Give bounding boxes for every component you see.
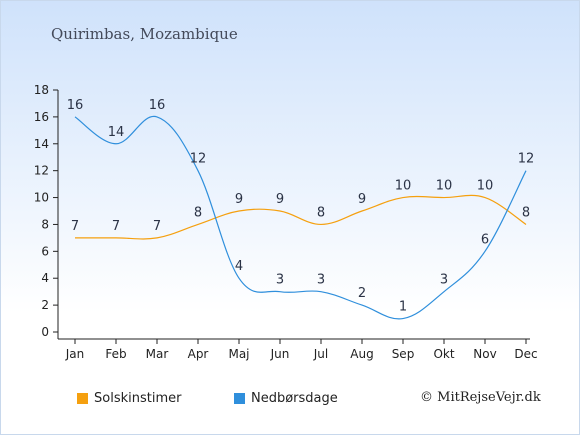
data-label-0: 8	[317, 205, 325, 220]
legend-swatch-sun	[77, 393, 88, 404]
data-label-0: 7	[71, 219, 79, 234]
data-label-1: 12	[518, 152, 535, 167]
data-label-1: 6	[481, 232, 489, 247]
data-label-0: 9	[235, 192, 243, 207]
y-tick-label: 10	[34, 191, 49, 205]
data-label-0: 10	[477, 179, 494, 194]
legend-item-sun: Solskinstimer	[77, 391, 181, 406]
x-tick-label: Sep	[392, 347, 415, 361]
data-label-0: 10	[436, 179, 453, 194]
chart-title: Quirimbas, Mozambique	[51, 25, 238, 43]
y-tick-label: 12	[34, 164, 49, 178]
data-label-0: 9	[358, 192, 366, 207]
legend-label-sun: Solskinstimer	[94, 391, 182, 406]
x-tick-label: Nov	[473, 347, 496, 361]
legend-item-rain: Nedbørsdage	[234, 391, 338, 406]
data-label-0: 10	[395, 179, 412, 194]
y-tick-label: 18	[34, 83, 49, 97]
y-tick-label: 2	[41, 298, 49, 312]
x-tick-label: Jan	[65, 347, 85, 361]
data-label-1: 3	[276, 273, 284, 288]
data-label-0: 7	[112, 219, 120, 234]
data-label-1: 16	[149, 98, 166, 113]
data-label-1: 14	[108, 125, 125, 140]
y-tick-label: 4	[41, 271, 49, 285]
x-tick-label: Jul	[313, 347, 328, 361]
data-label-0: 8	[522, 205, 530, 220]
y-tick-label: 14	[34, 137, 49, 151]
data-label-0: 9	[276, 192, 284, 207]
y-tick-label: 6	[41, 244, 49, 258]
x-tick-label: Maj	[228, 347, 249, 361]
data-label-1: 1	[399, 300, 407, 315]
x-tick-label: Feb	[105, 347, 126, 361]
series-line-0	[74, 194, 527, 240]
y-tick-label: 16	[34, 110, 49, 124]
x-tick-label: Okt	[433, 347, 454, 361]
data-label-1: 16	[67, 98, 84, 113]
x-tick-label: Dec	[514, 347, 537, 361]
data-label-1: 2	[358, 286, 366, 301]
legend-label-rain: Nedbørsdage	[251, 391, 338, 406]
y-tick-label: 8	[41, 217, 49, 231]
data-label-1: 3	[440, 273, 448, 288]
data-label-1: 3	[317, 273, 325, 288]
y-tick-label: 0	[41, 325, 49, 339]
x-tick-label: Aug	[350, 347, 373, 361]
data-label-0: 8	[194, 205, 202, 220]
series-line-1	[74, 115, 527, 320]
copyright-credit: © MitRejseVejr.dk	[420, 390, 541, 405]
x-tick-label: Jun	[270, 347, 290, 361]
data-label-0: 7	[153, 219, 161, 234]
x-tick-label: Mar	[146, 347, 169, 361]
legend-swatch-rain	[234, 393, 245, 404]
x-tick-label: Apr	[188, 347, 209, 361]
data-label-1: 4	[235, 259, 243, 274]
data-label-1: 12	[190, 152, 207, 167]
